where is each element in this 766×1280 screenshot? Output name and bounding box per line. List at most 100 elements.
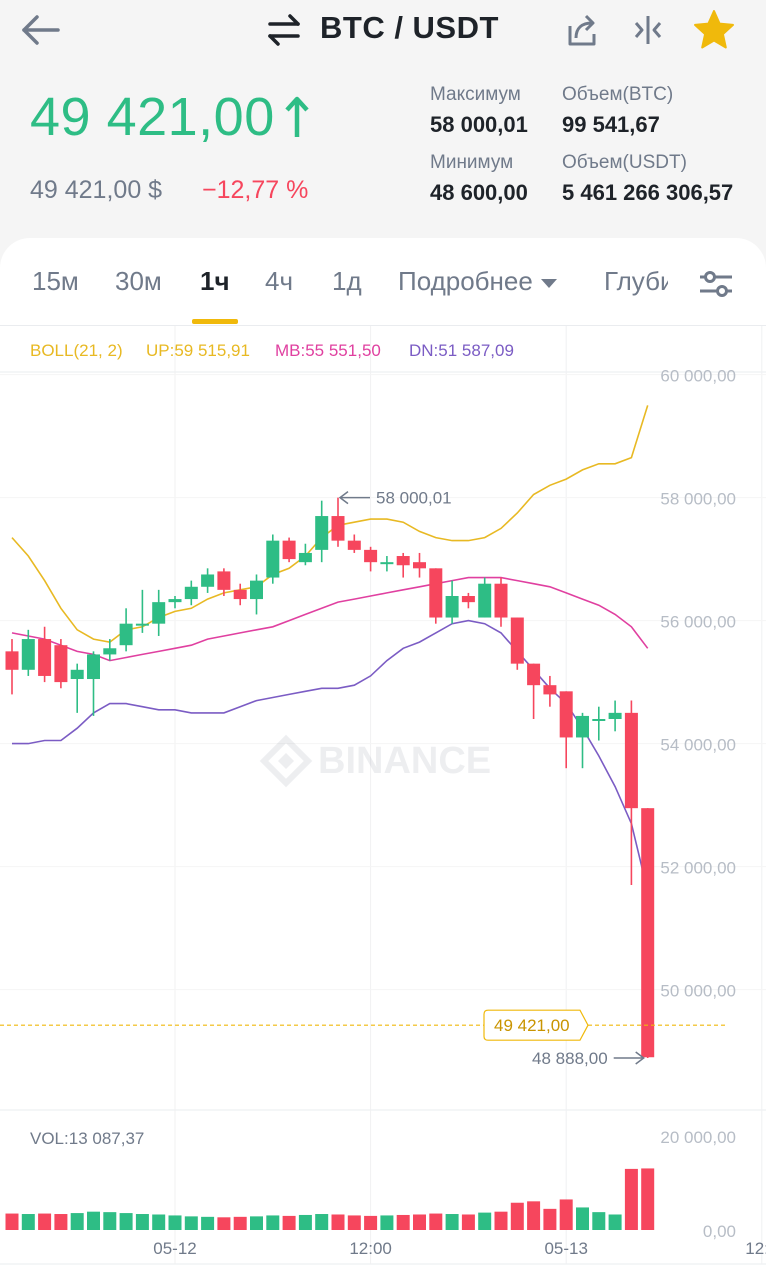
last-price-line: 49 421,00 [0,1009,728,1041]
boll-upper-line [11,405,649,643]
star-icon[interactable] [692,8,736,52]
y-tick-label: 60 000,00 [660,367,736,386]
candle [21,629,35,676]
candle [217,568,231,596]
candle [315,500,329,563]
tab-1h[interactable]: 1ч [200,266,230,296]
swap-arrows-icon[interactable] [266,12,302,48]
x-tick-label: 05-13 [544,1239,587,1258]
volume-bar [54,1214,68,1230]
volume-bar [38,1213,52,1230]
candle [641,808,655,1058]
time-axis: 05-12 12:00 05-13 12:0 [153,1239,766,1258]
price-chart[interactable]: BINANCE BOLL(21, 2) UP:59 515,91 MB:55 5… [0,326,766,1280]
candle [608,700,622,732]
volume-bar [168,1215,182,1230]
price-axis: 60 000,00 58 000,00 56 000,00 54 000,00 52 0… [660,367,736,1001]
tab-4h[interactable]: 4ч [265,266,294,296]
tab-depth[interactable]: Глуби [604,266,668,296]
candle [38,626,52,683]
volume-y-tick-label: 0,00 [703,1222,736,1241]
low-label: Минимум [430,152,514,173]
candle [559,691,573,769]
settings-sliders-icon[interactable] [696,266,736,302]
boll-up-value: UP:59 515,91 [146,341,250,360]
tab-15m[interactable]: 15м [32,266,79,296]
high-price-marker: 58 000,01 [338,489,452,508]
compare-icon[interactable] [628,10,668,50]
trading-pair-title[interactable]: BTC / USDT [320,10,499,45]
volume-bar [559,1199,573,1230]
candle [445,580,459,624]
candle [396,552,410,578]
x-tick-label: 12:0 [745,1239,766,1258]
candle [494,577,508,627]
bollinger-bands [11,405,649,892]
volume-bar [233,1216,247,1230]
volume-bar [396,1214,410,1230]
volume-bar [152,1214,166,1230]
candle [54,639,68,689]
arrow-left-icon[interactable] [18,10,64,50]
tab-more[interactable]: Подробнее [398,266,557,297]
candle [119,608,133,652]
tab-1d[interactable]: 1д [332,266,362,296]
candle [5,639,19,695]
arrow-up-icon [285,96,309,137]
candle [380,556,394,572]
candle [135,589,149,633]
boll-mb-value: MB:55 551,50 [275,341,381,360]
volume-bar [282,1215,296,1230]
volume-bar [119,1213,133,1230]
volume-label: VOL:13 087,37 [30,1129,144,1148]
volume-bar [5,1213,19,1230]
candle [413,552,426,578]
volume-btc-label: Объем(BTC) [562,84,674,105]
volume-bar [494,1211,508,1230]
candle [250,574,263,615]
high-price-marker-label: 58 000,01 [376,489,452,508]
volume-bar [576,1207,589,1230]
price-change-percent: −12,77 % [202,176,309,204]
candle [87,651,100,716]
volume-bar [217,1217,231,1230]
low-value: 48 600,00 [430,180,528,205]
x-tick-label: 05-12 [153,1239,196,1258]
watermark-text: BINANCE [318,740,491,782]
candle [331,497,345,547]
y-tick-label: 54 000,00 [660,736,736,755]
candle [103,639,117,661]
candle [624,700,638,886]
active-tab-indicator [192,319,238,324]
candle [478,577,492,618]
volume-bar [184,1216,198,1230]
volume-btc-value: 99 541,67 [562,112,660,137]
volume-bar [461,1214,475,1230]
volume-bar [347,1215,361,1230]
volume-bar [331,1214,345,1230]
last-price: 49 421,00 [30,86,311,148]
candle [347,534,361,553]
volume-bar [21,1214,35,1230]
boll-middle-line [11,576,649,662]
volume-bar [70,1213,84,1230]
tab-30m[interactable]: 30м [115,266,162,296]
last-price-value: 49 421,00 [30,87,275,147]
candlestick-chart-svg[interactable]: BINANCE BOLL(21, 2) UP:59 515,91 MB:55 5… [0,326,766,1280]
volume-bar [429,1213,443,1230]
volume-bar [298,1214,312,1230]
candles [5,497,655,1058]
volume-bar [624,1168,638,1230]
candle [201,568,215,593]
candle [168,596,182,609]
chart-grid [0,326,766,1264]
caret-down-icon [540,278,557,288]
price-markers: 58 000,01 48 888,00 49 421,00 [0,489,728,1068]
volume-bar [527,1201,541,1230]
volume-bar [641,1168,655,1230]
x-tick-label: 12:00 [349,1239,392,1258]
candle [592,706,606,741]
candle [364,546,378,572]
volume-bar [380,1215,394,1230]
share-icon[interactable] [562,10,602,50]
